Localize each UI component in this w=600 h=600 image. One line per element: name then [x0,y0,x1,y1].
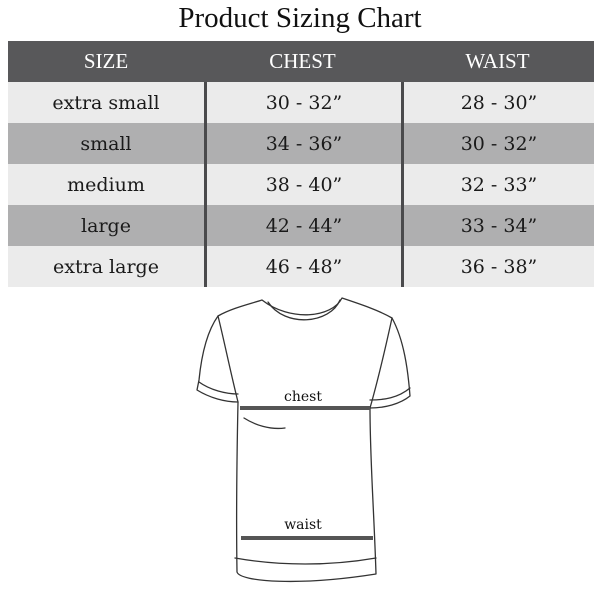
table-row: large 42 - 44” 33 - 34” [8,205,594,246]
size-cell: medium [67,173,145,196]
table-row: medium 38 - 40” 32 - 33” [8,164,594,205]
chest-cell: 46 - 48” [204,246,401,287]
tshirt-outline [196,297,411,583]
table-row: small 34 - 36” 30 - 32” [8,123,594,164]
waist-cell: 36 - 38” [401,246,594,287]
header-waist: WAIST [465,49,530,73]
tshirt-illustration [196,297,411,583]
page-title: Product Sizing Chart [178,2,422,34]
size-cell: large [81,214,131,237]
header-size: SIZE [83,49,129,73]
waist-cell: 30 - 32” [401,123,594,164]
header-chest: CHEST [269,49,336,73]
waist-cell: 33 - 34” [401,205,594,246]
table-row: extra small 30 - 32” 28 - 30” [8,82,594,123]
table-row: extra large 46 - 48” 36 - 38” [8,246,594,287]
size-cell: small [80,132,132,155]
waist-label: waist [284,517,322,533]
sizing-table: SIZE CHEST WAIST extra small 30 - 32” 28… [8,41,594,287]
chest-cell: 38 - 40” [204,164,401,205]
chest-cell: 30 - 32” [204,82,401,123]
chest-cell: 34 - 36” [204,123,401,164]
table-header: SIZE CHEST WAIST [8,41,594,82]
size-cell: extra large [53,255,159,278]
chest-label: chest [284,389,322,405]
waist-cell: 28 - 30” [401,82,594,123]
size-cell: extra small [52,91,160,114]
chest-cell: 42 - 44” [204,205,401,246]
waist-cell: 32 - 33” [401,164,594,205]
